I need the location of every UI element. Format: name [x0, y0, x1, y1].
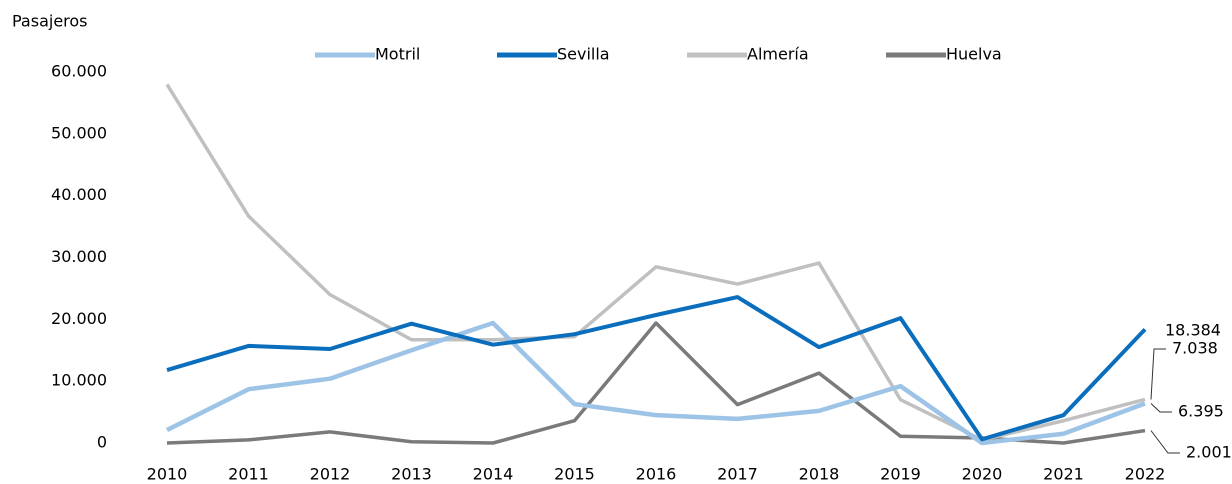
x-tick-label: 2020 [962, 465, 1003, 484]
leader-line [1150, 348, 1166, 400]
y-tick-label: 30.000 [51, 247, 107, 266]
series-line [165, 83, 1146, 442]
legend-label: Almería [747, 45, 809, 64]
series-line [165, 320, 1146, 446]
leader-line [1150, 403, 1172, 413]
y-tick-label: 0 [97, 433, 107, 452]
x-tick-label: 2013 [391, 465, 432, 484]
x-tick-label: 2022 [1125, 465, 1166, 484]
data-label: 2.001 [1186, 443, 1232, 462]
legend-label: Sevilla [557, 45, 610, 64]
leader-line [1150, 430, 1180, 454]
x-tick-label: 2019 [880, 465, 921, 484]
x-tick-label: 2017 [717, 465, 758, 484]
x-tick-label: 2018 [799, 465, 840, 484]
y-tick-label: 50.000 [51, 123, 107, 142]
series-line [166, 295, 1147, 442]
y-axis-label: Pasajeros [12, 12, 88, 31]
y-tick-label: 60.000 [51, 62, 107, 81]
data-label: 18.384 [1165, 321, 1221, 340]
x-tick-label: 2014 [473, 465, 514, 484]
x-tick-label: 2015 [554, 465, 595, 484]
y-tick-label: 20.000 [51, 309, 107, 328]
y-tick-label: 10.000 [51, 371, 107, 390]
x-tick-label: 2016 [636, 465, 677, 484]
x-tick-label: 2010 [147, 465, 188, 484]
legend-label: Motril [375, 45, 420, 64]
x-tick-label: 2012 [310, 465, 351, 484]
data-label: 6.395 [1178, 402, 1224, 421]
data-label: 7.038 [1172, 339, 1218, 358]
y-tick-label: 40.000 [51, 185, 107, 204]
legend-label: Huelva [946, 45, 1002, 64]
x-tick-label: 2021 [1043, 465, 1084, 484]
x-tick-label: 2011 [228, 465, 269, 484]
